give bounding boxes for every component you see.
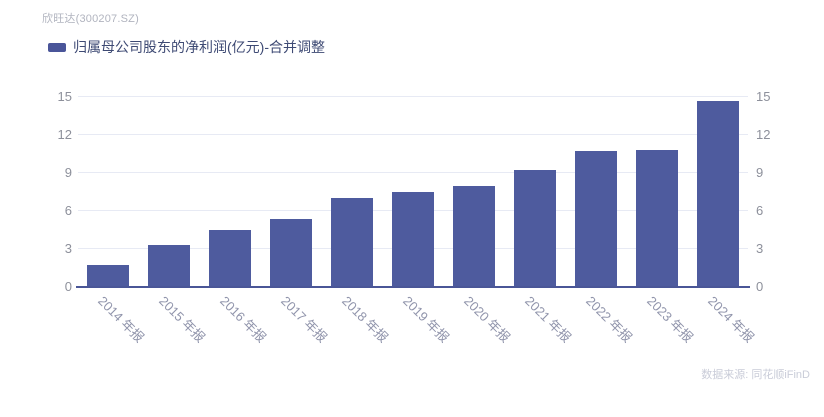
bar-2021[interactable]	[513, 170, 556, 287]
bar-2023[interactable]	[635, 150, 678, 287]
gridline-9	[78, 172, 748, 173]
y-tick-left-3: 3	[64, 241, 72, 256]
data-source-note: 数据来源: 同花顺iFinD	[701, 369, 810, 381]
y-tick-right-15: 15	[756, 89, 771, 104]
y-tick-right-3: 3	[756, 241, 764, 256]
bar-slot	[687, 97, 748, 287]
y-tick-left-9: 9	[64, 165, 72, 180]
bar-2020[interactable]	[452, 185, 495, 287]
bar-2016[interactable]	[209, 230, 252, 287]
bar-slot	[443, 97, 504, 287]
x-axis-line	[76, 286, 750, 288]
x-tick-label-2018: 2018 年报	[339, 293, 392, 346]
bar-slot	[504, 97, 565, 287]
gridline-15	[78, 96, 748, 97]
bar-slot	[261, 97, 322, 287]
chart-title: 欣旺达(300207.SZ)	[42, 13, 139, 25]
y-tick-left-6: 6	[64, 203, 72, 218]
bar-slot	[565, 97, 626, 287]
x-tick-label-2017: 2017 年报	[278, 293, 331, 346]
y-tick-left-15: 15	[57, 89, 72, 104]
x-tick-label-2015: 2015 年报	[156, 293, 209, 346]
x-tick-label-2022: 2022 年报	[582, 293, 635, 346]
x-tick-label-2021: 2021 年报	[521, 293, 574, 346]
x-tick-label-2019: 2019 年报	[400, 293, 453, 346]
bar-2022[interactable]	[574, 151, 617, 287]
x-tick-label-2014: 2014 年报	[95, 293, 148, 346]
y-tick-right-0: 0	[756, 279, 764, 294]
bar-2017[interactable]	[270, 218, 313, 287]
x-tick-label-2024: 2024 年报	[704, 293, 757, 346]
bar-slot	[139, 97, 200, 287]
legend-label: 归属母公司股东的净利润(亿元)-合并调整	[73, 39, 325, 55]
bar-slot	[626, 97, 687, 287]
legend-marker-icon	[48, 42, 66, 52]
legend-item[interactable]: 归属母公司股东的净利润(亿元)-合并调整	[48, 37, 325, 57]
bar-slot	[322, 97, 383, 287]
bar-2015[interactable]	[148, 245, 191, 287]
bar-slot	[78, 97, 139, 287]
bar-2014[interactable]	[87, 265, 130, 287]
x-tick-label-2020: 2020 年报	[461, 293, 514, 346]
x-tick-label-2016: 2016 年报	[217, 293, 270, 346]
bars-container	[78, 97, 748, 287]
gridline-12	[78, 134, 748, 135]
y-tick-right-12: 12	[756, 127, 771, 142]
y-tick-right-9: 9	[756, 165, 764, 180]
bar-slot	[200, 97, 261, 287]
y-tick-left-12: 12	[57, 127, 72, 142]
y-tick-left-0: 0	[64, 279, 72, 294]
y-tick-right-6: 6	[756, 203, 764, 218]
bar-2018[interactable]	[331, 198, 374, 287]
bar-2019[interactable]	[391, 192, 434, 287]
bar-slot	[383, 97, 444, 287]
bar-2024[interactable]	[696, 100, 739, 287]
plot-area	[76, 96, 750, 288]
x-tick-label-2023: 2023 年报	[643, 293, 696, 346]
